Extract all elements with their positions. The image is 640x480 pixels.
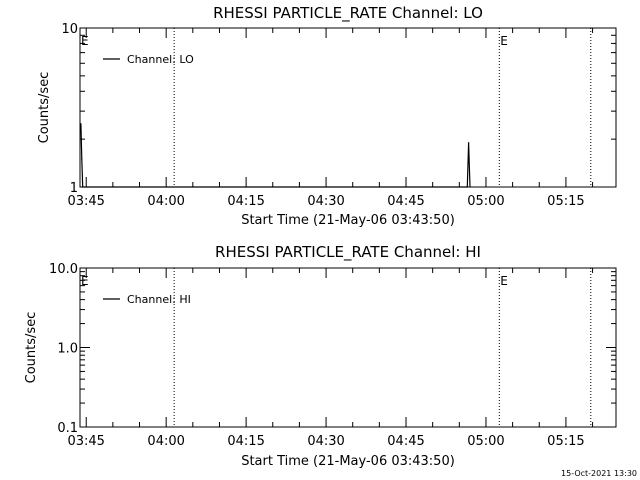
x-tick-label: 04:00 [147, 194, 184, 209]
y-tick-label: 1 [70, 181, 78, 196]
data-point [466, 186, 468, 188]
y-axis-label: Counts/sec [37, 72, 52, 144]
x-tick-label: 05:15 [547, 434, 584, 449]
x-tick-label: 05:00 [467, 434, 504, 449]
chart-title: RHESSI PARTICLE_RATE Channel: HI [215, 243, 481, 262]
x-tick-label: 05:00 [467, 194, 504, 209]
series-line [80, 123, 471, 188]
event-marker-label: E [81, 34, 89, 48]
x-tick-label: 04:30 [307, 434, 344, 449]
data-point [82, 186, 84, 188]
y-tick-label: 10 [61, 22, 78, 37]
x-tick-label: 03:45 [67, 194, 104, 209]
data-point [469, 186, 471, 188]
data-point [81, 158, 83, 160]
y-tick-label: 0.1 [57, 421, 78, 436]
x-tick-label: 04:15 [227, 194, 264, 209]
x-tick-label: 03:45 [67, 434, 104, 449]
footer-timestamp: 15-Oct-2021 13:30 [561, 469, 637, 478]
plot-frame [79, 267, 617, 428]
x-tick-label: 05:15 [547, 194, 584, 209]
x-axis-label: Start Time (21-May-06 03:43:50) [241, 213, 455, 228]
chart-title: RHESSI PARTICLE_RATE Channel: LO [213, 4, 483, 23]
y-tick-label: 10.0 [49, 262, 78, 277]
y-axis-label: Counts/sec [24, 312, 39, 384]
data-point [80, 123, 82, 125]
x-axis-label: Start Time (21-May-06 03:43:50) [241, 454, 455, 469]
x-tick-label: 04:45 [387, 434, 424, 449]
event-marker-label: E [500, 274, 508, 288]
x-tick-label: 04:30 [307, 194, 344, 209]
y-tick-label: 1.0 [57, 342, 78, 357]
legend-label: Channel: LO [127, 53, 194, 66]
plot-frame [79, 27, 617, 188]
legend-label: Channel: HI [127, 293, 191, 306]
x-tick-label: 04:15 [227, 434, 264, 449]
data-point [468, 142, 470, 144]
event-marker-label: E [500, 34, 508, 48]
event-marker-label: E [81, 274, 89, 288]
x-tick-label: 04:00 [147, 434, 184, 449]
x-tick-label: 04:45 [387, 194, 424, 209]
